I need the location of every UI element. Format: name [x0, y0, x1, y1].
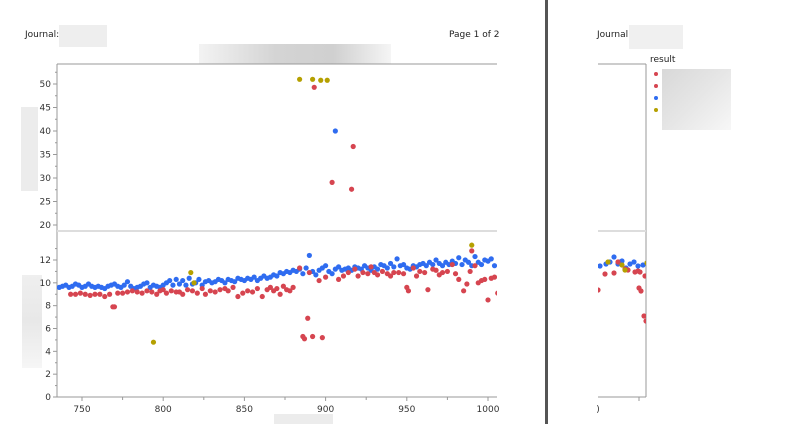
svg-text:): )	[596, 405, 600, 415]
svg-text:750: 750	[73, 405, 90, 415]
y-axis-label-lower-redacted	[22, 275, 42, 368]
svg-text:2: 2	[45, 370, 51, 380]
legend-marker-red-2	[654, 84, 658, 88]
svg-text:0: 0	[45, 393, 51, 403]
svg-text:20: 20	[40, 221, 52, 231]
journal-name-redacted-page2	[629, 25, 683, 49]
journal-label: Journal:	[25, 30, 60, 40]
svg-text:10: 10	[40, 279, 52, 289]
page-indicator: Page 1 of 2	[449, 30, 500, 40]
svg-text:950: 950	[398, 405, 415, 415]
svg-text:50: 50	[40, 80, 52, 90]
svg-text:40: 40	[40, 127, 52, 137]
svg-text:30: 30	[40, 174, 52, 184]
x-axis-label-redacted	[274, 414, 333, 424]
y-axis-label-upper-redacted	[21, 107, 38, 191]
svg-text:800: 800	[155, 405, 172, 415]
svg-text:12: 12	[40, 256, 51, 266]
legend-marker-olive	[654, 108, 658, 112]
legend-labels-redacted	[662, 69, 731, 130]
svg-text:8: 8	[45, 302, 51, 312]
journal-label-page2: Journal:	[597, 30, 632, 40]
svg-text:1000: 1000	[477, 405, 500, 415]
svg-text:900: 900	[317, 405, 334, 415]
chart-title-redacted	[199, 44, 391, 64]
svg-text:35: 35	[40, 151, 51, 161]
svg-text:4: 4	[45, 347, 51, 357]
svg-text:25: 25	[40, 198, 51, 208]
legend-marker-red-1	[654, 72, 658, 76]
page-divider	[545, 0, 548, 424]
svg-text:6: 6	[45, 325, 51, 335]
svg-text:45: 45	[40, 104, 51, 114]
legend-title: result	[650, 55, 676, 65]
journal-name-redacted	[59, 25, 107, 47]
scatter-chart: 20 25 30 35 40 45 50 0 2 4 6 8 10 12 750 800 850 900 950 10…	[40, 63, 500, 415]
scatter-chart-continued: )	[596, 63, 647, 415]
chart-points	[57, 76, 497, 345]
legend-marker-blue	[654, 96, 658, 100]
svg-text:850: 850	[236, 405, 253, 415]
chart-axes: 20 25 30 35 40 45 50 0 2 4 6 8 10 12 750 800 850 900 950 10…	[40, 63, 500, 415]
chart-axes-continued: )	[596, 63, 647, 415]
chart-points-continued	[598, 254, 646, 324]
